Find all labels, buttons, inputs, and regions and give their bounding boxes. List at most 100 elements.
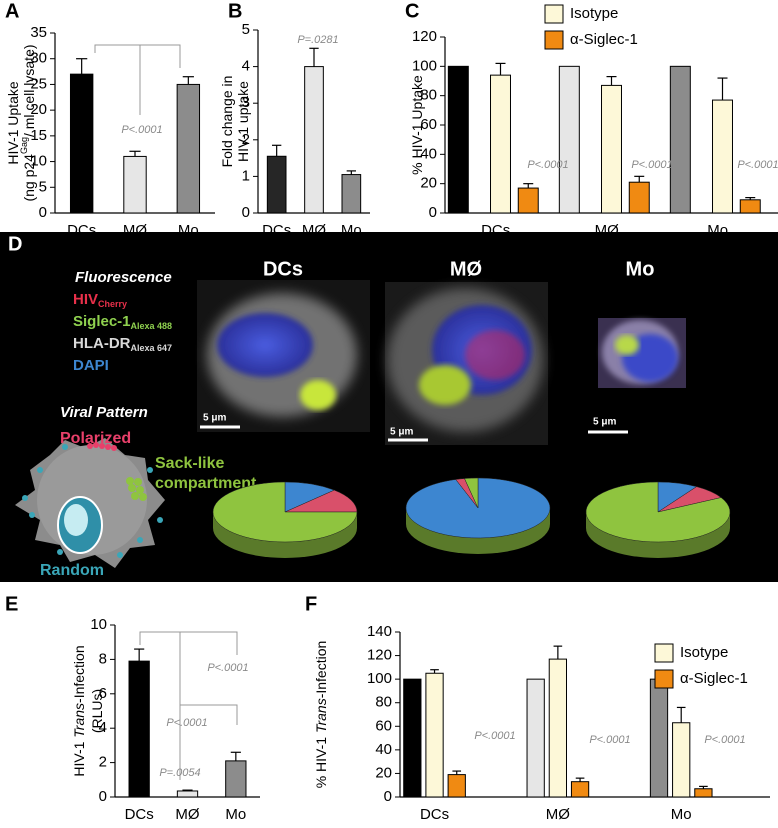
bar (69, 73, 94, 214)
error-bar (134, 648, 145, 662)
y-tick-label: 2 (99, 754, 107, 771)
error-bar (309, 47, 319, 67)
y-tick-label: 100 (367, 670, 392, 687)
legend-label: Isotype (570, 5, 618, 22)
bar (558, 65, 580, 214)
bar (447, 65, 469, 214)
x-tick-label: MØ (123, 222, 147, 239)
y-tick-label: 20 (375, 764, 392, 781)
y-tick-label: 6 (99, 685, 107, 702)
y-axis-label-part: Trans (313, 698, 329, 733)
y-axis-label: % HIV-1 Trans-Infection (313, 641, 329, 789)
y-axis-label-part: Gag (19, 137, 29, 154)
bar (176, 790, 199, 798)
x-tick-label: DCs (125, 806, 154, 823)
y-axis-label: % HIV-1 Uptake (409, 75, 425, 175)
y-tick-label: 30 (30, 50, 47, 67)
legend-label: α-Siglec-1 (570, 31, 638, 48)
scale-label: 5 μm (203, 413, 226, 424)
panel-label: C (405, 0, 419, 22)
y-axis-label-part: -Infection (313, 641, 329, 699)
error-bar (523, 183, 534, 189)
y-tick-label: 20 (420, 175, 437, 192)
panel-label: E (5, 593, 18, 615)
x-tick-label: MØ (302, 222, 326, 239)
y-tick-label: 25 (30, 75, 47, 92)
x-tick-label: MØ (175, 806, 199, 823)
pattern-label: Random (40, 562, 104, 579)
bar (176, 83, 201, 214)
error-bar (430, 669, 439, 674)
y-axis-label: (ng p24Gag/ ml cell lysate) (19, 44, 36, 201)
annotation: P<.0001 (589, 734, 630, 746)
y-axis-label: HIV-1 Trans-Infection (71, 645, 87, 776)
significance-bracket (179, 704, 238, 780)
y-tick-label: 0 (99, 788, 107, 805)
legend-title: Fluorescence (75, 269, 172, 286)
bar (517, 187, 539, 214)
significance-bracket (139, 631, 238, 655)
error-bar (495, 62, 506, 76)
x-tick-label: DCs (262, 222, 291, 239)
annotation: P<.0001 (631, 159, 672, 171)
bar (490, 74, 511, 214)
y-axis-label-part: HIV-1 uptake (235, 81, 251, 162)
x-tick-label: Mo (178, 222, 199, 239)
channel-sub: Cherry (98, 299, 127, 309)
y-tick-label: 3 (242, 94, 250, 111)
scale-label: 5 μm (593, 417, 616, 428)
annotation: P<.0001 (704, 734, 745, 746)
panel-label: B (228, 0, 242, 22)
y-tick-label: 0 (384, 788, 392, 805)
bar (672, 722, 691, 798)
y-tick-label: 4 (242, 58, 250, 75)
bar (548, 658, 568, 798)
scale-label: 5 μm (390, 427, 413, 438)
error-bar (634, 175, 645, 183)
y-tick-label: 1 (242, 167, 250, 184)
y-axis-label-part: Fold change in (219, 76, 235, 168)
bar (225, 760, 247, 798)
y-tick-label: 120 (367, 647, 392, 664)
error-bar (699, 785, 708, 789)
x-tick-label: DCs (420, 806, 449, 823)
bar (447, 774, 466, 798)
pattern-label: Sack-like (155, 455, 224, 472)
bar (649, 678, 669, 798)
y-tick-label: 4 (99, 719, 107, 736)
bar (526, 678, 545, 798)
y-tick-label: 15 (30, 127, 47, 144)
annotation: P<.0001 (207, 662, 248, 674)
y-tick-label: 8 (99, 650, 107, 667)
legend-swatch (654, 669, 674, 689)
y-tick-label: 10 (30, 153, 47, 170)
annotation: P<.0001 (121, 124, 162, 136)
y-tick-label: 120 (412, 28, 437, 45)
bar (266, 155, 287, 214)
legend-swatch (544, 4, 564, 24)
y-axis-label-part: HIV-1 Uptake (5, 81, 21, 164)
y-tick-label: 100 (412, 57, 437, 74)
error-bar (182, 789, 193, 791)
channel-label: HIVCherry (73, 291, 127, 309)
y-tick-label: 10 (90, 616, 107, 633)
y-tick-label: 5 (39, 178, 47, 195)
error-bar (717, 77, 728, 101)
pattern-label: Polarized (60, 430, 131, 447)
bar (601, 84, 622, 214)
micrograph-dcs (197, 280, 370, 432)
error-bar (553, 645, 563, 660)
significance-bracket (94, 44, 181, 68)
x-tick-label: Mo (671, 806, 692, 823)
y-axis-label: (RLUs) (89, 689, 105, 733)
cell-cartoon (15, 438, 165, 568)
error-bar (182, 76, 194, 85)
legend-swatch (654, 643, 674, 663)
error-bar (129, 150, 141, 157)
legend-label: Isotype (680, 644, 728, 661)
pie-slice (464, 477, 479, 509)
y-axis-label-part: -Infection (71, 645, 87, 703)
y-tick-label: 0 (39, 204, 47, 221)
y-tick-label: 20 (30, 101, 47, 118)
